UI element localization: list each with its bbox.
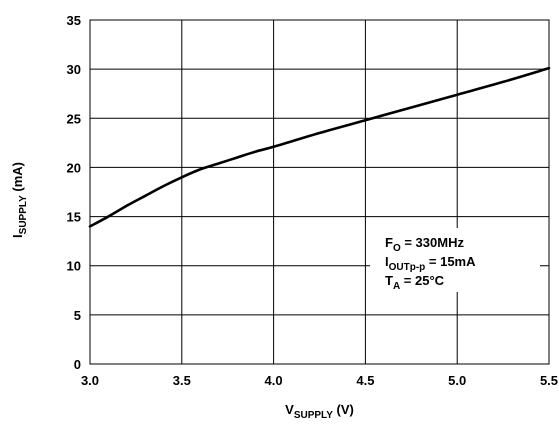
y-tick-label: 5	[74, 308, 81, 323]
grid	[89, 19, 550, 365]
y-tick-label: 30	[67, 62, 81, 77]
y-tick-label: 0	[74, 357, 81, 372]
x-tick-label: 3.0	[81, 373, 99, 388]
x-tick-label: 3.5	[173, 373, 191, 388]
x-tick-label: 4.0	[265, 373, 283, 388]
x-tick-labels: 3.0 3.5 4.0 4.5 5.0 5.5	[81, 373, 558, 388]
annotation-output-current: IOUTp-p = 15mA	[385, 254, 476, 273]
plot-frame	[89, 19, 550, 365]
y-tick-label: 15	[67, 210, 81, 225]
x-tick-label: 4.5	[356, 373, 374, 388]
y-tick-labels: 0 5 10 15 20 25 30 35	[67, 13, 81, 372]
y-tick-label: 10	[67, 259, 81, 274]
annotation-frequency: FO = 330MHz	[385, 235, 464, 254]
x-tick-label: 5.5	[540, 373, 558, 388]
y-tick-label: 35	[67, 13, 81, 28]
x-axis-label: VSUPPLY (V)	[285, 402, 354, 421]
y-tick-label: 20	[67, 160, 81, 175]
y-tick-label: 25	[67, 111, 81, 126]
annotation-background	[370, 228, 540, 292]
y-axis-label: ISUPPLY (mA)	[10, 162, 29, 238]
annotation-temperature: TA = 25°C	[385, 273, 445, 292]
supply-current-curve	[88, 66, 551, 228]
x-tick-label: 5.0	[448, 373, 466, 388]
